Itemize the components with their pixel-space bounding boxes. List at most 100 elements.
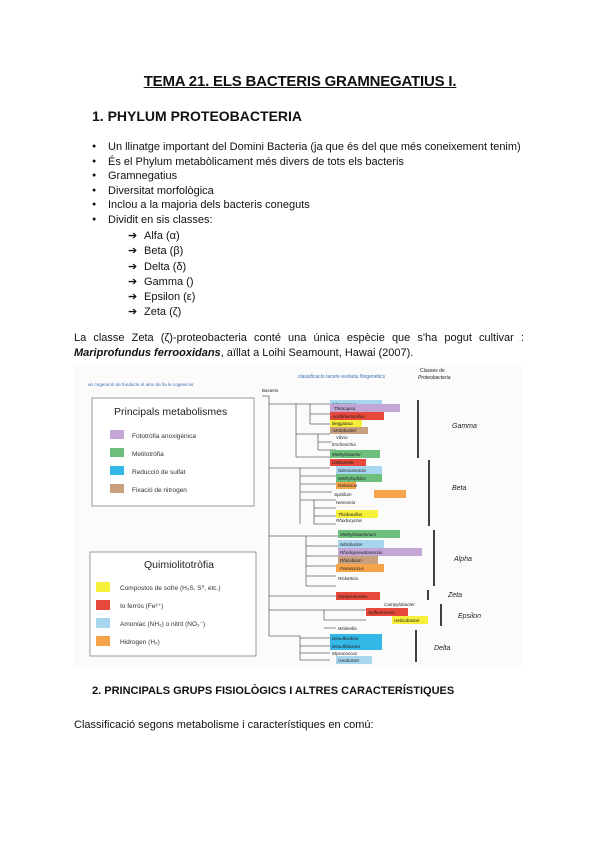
legend-swatch — [96, 600, 110, 610]
legend-swatch — [110, 430, 124, 439]
class-item: ➔ Gamma () — [128, 275, 195, 290]
list-item: Dividit en sis classes: — [92, 213, 521, 228]
class-label-zeta: Zeta — [447, 592, 462, 599]
class-label: Epsilon (ε) — [144, 291, 196, 304]
section-2-text: Classificació segons metabolisme i carac… — [74, 719, 374, 731]
taxon-label: Rhizobium — [340, 558, 362, 563]
taxon-label: Beggiatoa — [332, 421, 353, 426]
taxon-box — [338, 540, 384, 548]
legend-box-chemolithotrophy — [89, 551, 257, 657]
taxon-box — [336, 482, 356, 489]
column-caption-2: Proteobacteria — [418, 375, 451, 381]
class-item: ➔ Zeta (ζ) — [128, 305, 195, 320]
class-item: ➔ Epsilon (ε) — [128, 290, 195, 305]
taxon-label: Rickettsia — [338, 576, 358, 581]
list-item: Inclou a la majoria dels bacteris conegu… — [92, 198, 521, 213]
taxon-box — [336, 564, 384, 572]
taxon-box — [336, 656, 372, 664]
tree-branches — [262, 395, 366, 661]
figure-left-caption: an cogeraciò de fundacio el amo de lla l… — [88, 382, 194, 387]
class-label-beta: Beta — [452, 485, 467, 492]
taxon-label: Thiobacillus — [338, 512, 363, 517]
taxon-label: Ralstonia — [338, 483, 358, 488]
arrow-icon: ➔ — [128, 260, 138, 273]
taxon-box — [336, 466, 382, 474]
legend-label: Hidrogen (H₂) — [120, 639, 160, 646]
taxon-label: Paracoccus — [340, 566, 365, 571]
taxon-label: Nitrosomonas — [338, 468, 367, 473]
legend-swatch — [96, 636, 110, 646]
class-label: Beta (β) — [144, 245, 184, 258]
legend-label: Reducció de sulfat — [132, 469, 186, 476]
taxon-box — [366, 608, 408, 616]
taxon-label: Methylophilus — [338, 476, 367, 481]
paragraph-text: La classe Zeta (ζ)-proteobacteria conté … — [74, 332, 524, 344]
taxon-label: Myxococcus — [332, 651, 358, 656]
column-caption-1: Classes de — [420, 368, 445, 374]
taxon-box — [336, 592, 380, 600]
taxon-box — [338, 530, 400, 538]
taxon-label: Rhodopseudomonas — [340, 550, 383, 555]
arrow-icon: ➔ — [128, 291, 138, 304]
zeta-paragraph: La classe Zeta (ζ)-proteobacteria conté … — [74, 331, 524, 361]
class-label: Zeta (ζ) — [144, 306, 182, 319]
taxon-label: Vibrio — [336, 435, 348, 440]
arrow-icon: ➔ — [128, 230, 138, 242]
phylogeny-svg: an cogeraciò de fundacio el amo de lla l… — [88, 368, 481, 664]
class-item: ➔ Beta (β) — [128, 244, 195, 259]
taxon-label: Acidithiobacillus — [331, 414, 365, 419]
taxon-label: Wolinella — [338, 626, 357, 631]
list-item: Diversitat morfològica — [92, 184, 521, 199]
taxon-box — [336, 510, 378, 518]
taxon-box — [330, 642, 382, 650]
class-label: Gamma () — [144, 275, 194, 288]
legend-swatch — [110, 466, 124, 475]
legend-swatch — [96, 582, 110, 592]
class-label-alpha: Alpha — [453, 556, 472, 563]
arrow-icon: ➔ — [128, 245, 138, 258]
taxon-box — [330, 412, 384, 420]
legend-label: Compostos de sofre (H₂S, S⁰, etc.) — [120, 584, 221, 592]
section-1-heading: 1. PHYLUM PROTEOBACTERIA — [92, 108, 303, 124]
taxon-box — [338, 556, 378, 564]
legend-label: Fototròfia anoxigènica — [132, 433, 196, 440]
taxon-box — [330, 404, 400, 412]
legend-label: Metilotròfia — [132, 451, 164, 458]
taxon-label: Nitrobacter — [340, 542, 363, 547]
taxon-label: Campylobacter — [384, 602, 415, 607]
taxa-group: Nitrococcus Thiocapsa Acidithiobacillus … — [330, 400, 428, 664]
taxon-label: Rhodocyclus — [336, 518, 363, 523]
arrow-icon: ➔ — [128, 306, 138, 319]
taxon-label: Neisseria — [336, 500, 356, 505]
species-name: Mariprofundus ferrooxidans — [74, 347, 221, 359]
arrow-icon: ➔ — [128, 275, 138, 288]
class-brackets — [415, 400, 442, 662]
class-label-delta: Delta — [434, 645, 450, 652]
legend-label: Fixació de nitrogen — [132, 487, 187, 494]
taxon-label: Methylobacterium — [340, 532, 376, 537]
taxon-label: Gallionella — [332, 460, 354, 465]
figure-right-caption: classificacio tacere evolutiu filogenèti… — [298, 374, 385, 380]
taxon-label: Spirillum — [334, 492, 352, 497]
taxon-label: Mariprofundus — [338, 594, 368, 599]
taxon-label: Sulfurimonas — [368, 610, 396, 615]
class-label-epsilon: Epsilon — [458, 613, 481, 620]
taxon-label: Methylobacter — [332, 452, 361, 457]
taxon-box — [374, 490, 406, 498]
taxon-label: Geobacter — [338, 658, 360, 663]
class-label-gamma: Gamma — [452, 423, 477, 430]
legend-label: Io ferrós (Fe²⁺) — [120, 603, 163, 610]
class-label: Alfa (α) — [144, 230, 180, 242]
taxon-box — [392, 616, 428, 624]
taxon-label: Azotobacter — [331, 428, 357, 433]
feature-list: Un llinatge important del Domini Bacteri… — [92, 140, 521, 228]
list-item: Un llinatge important del Domini Bacteri… — [92, 140, 521, 155]
taxon-box — [330, 427, 368, 434]
taxon-box — [338, 548, 422, 556]
legend-swatch — [96, 618, 110, 628]
taxon-label: Escherichia — [332, 442, 356, 447]
legend-label: Amoníac (NH₃) o nitrit (NO₂⁻) — [120, 621, 205, 628]
root-label: Bacteris — [262, 388, 279, 393]
class-item: ➔ Delta (δ) — [128, 260, 195, 275]
taxon-label: Desulfovibrio — [332, 636, 359, 641]
